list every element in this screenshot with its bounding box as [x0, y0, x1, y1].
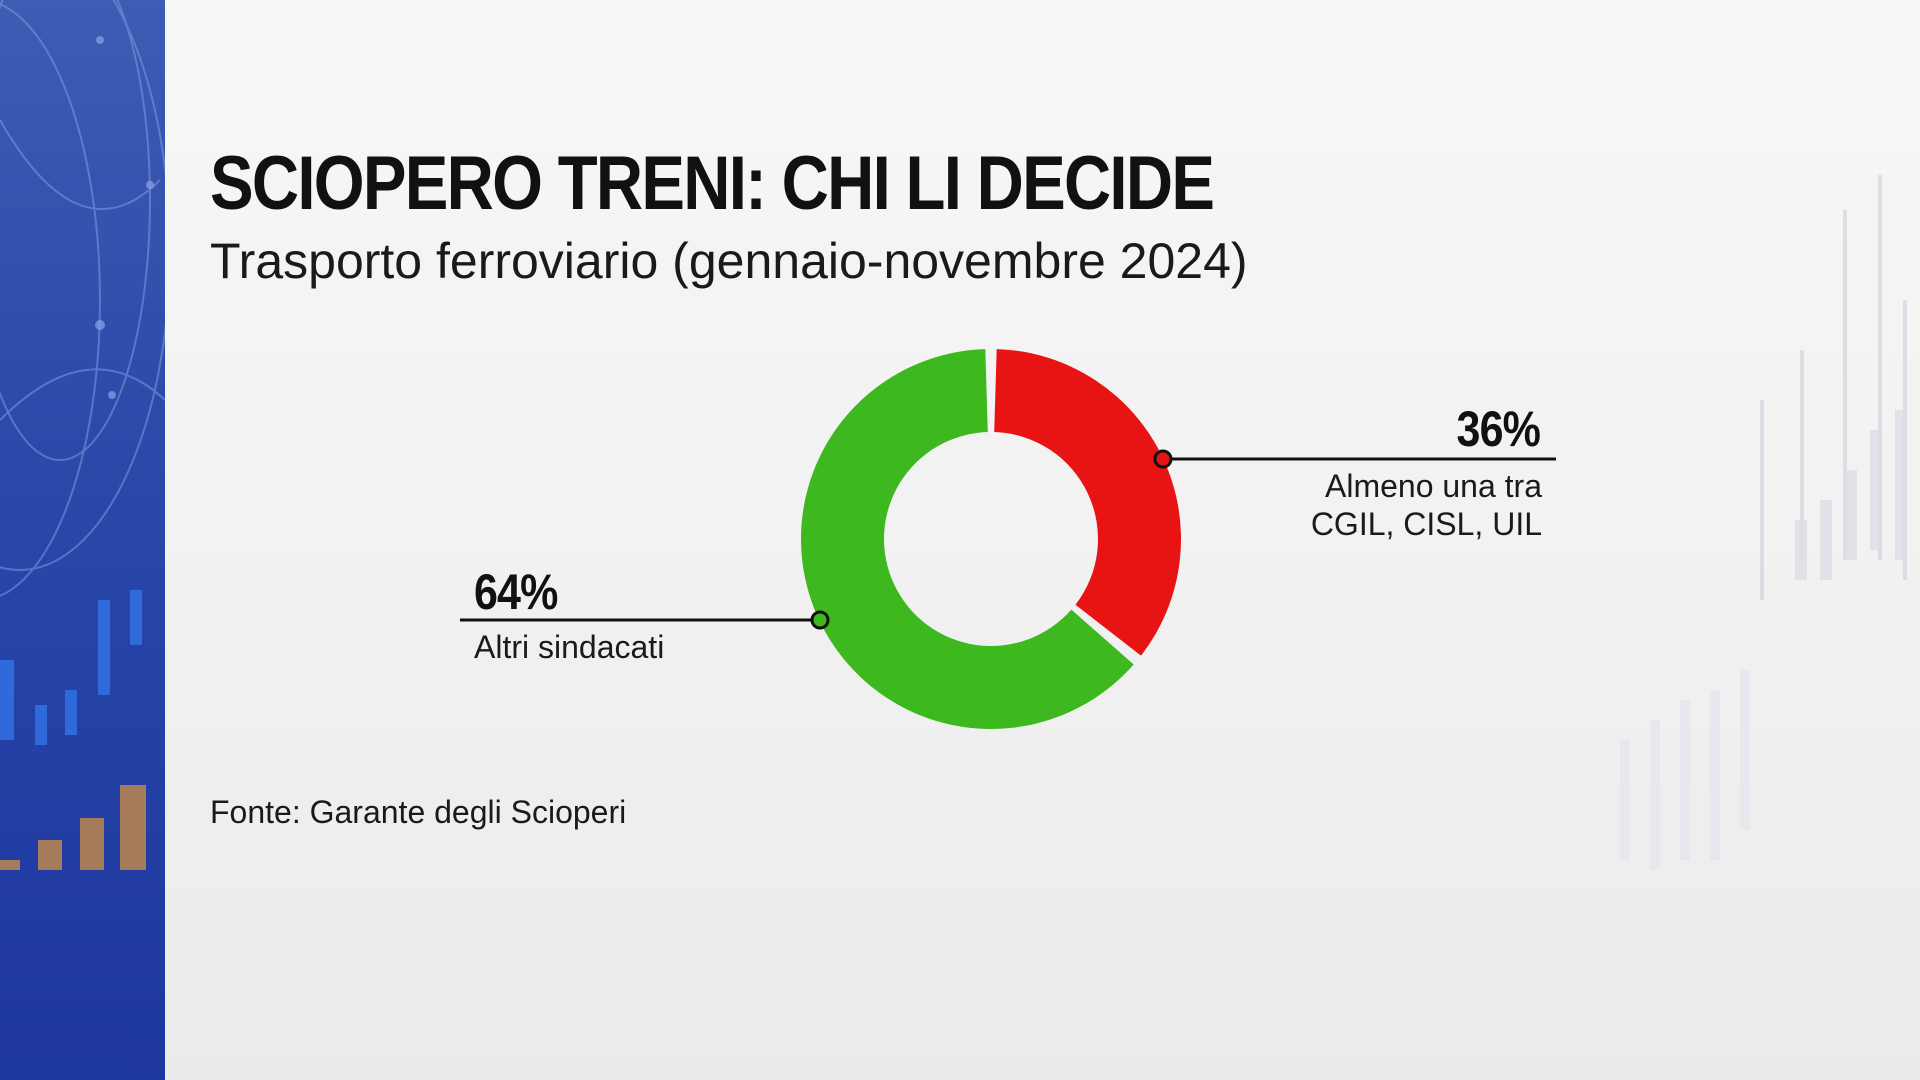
slice-category-label-line: Almeno una tra [1324, 468, 1542, 504]
slice-category-label-line: CGIL, CISL, UIL [1310, 506, 1542, 542]
decorative-globe-graphic [0, 0, 165, 870]
leader-dot [1153, 449, 1173, 469]
slice-value-label: 64% [474, 564, 558, 620]
decorative-candlestick-background [1620, 175, 1907, 870]
slice-category-label-line: Altri sindacati [474, 629, 665, 665]
chart-title: SCIOPERO TRENI: CHI LI DECIDE [210, 141, 1215, 226]
chart-source: Fonte: Garante degli Scioperi [210, 794, 627, 830]
slice-category-label: Altri sindacati [474, 628, 664, 666]
slice-category-label: Almeno una tra CGIL, CISL, UIL [1200, 467, 1542, 543]
chart-subtitle: Trasporto ferroviario (gennaio-novembre … [210, 233, 1248, 289]
decorative-side-panel [0, 0, 165, 1080]
leader-dot [810, 610, 830, 630]
donut-slice [801, 349, 1134, 729]
slice-value-label: 36% [1456, 401, 1541, 457]
donut-slice [994, 349, 1182, 656]
